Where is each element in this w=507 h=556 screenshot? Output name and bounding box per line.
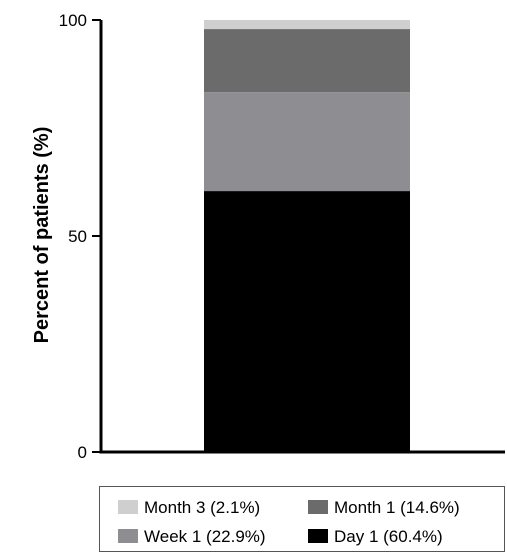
y-tick-label: 50 [68, 227, 87, 246]
legend-item-week-1: Week 1 (22.9%) [118, 527, 266, 547]
legend-swatch [118, 500, 138, 514]
legend-item-month-3: Month 3 (2.1%) [118, 498, 260, 518]
legend: Month 3 (2.1%) Month 1 (14.6%) Week 1 (2… [99, 486, 505, 552]
bar-segment-month-3 [204, 20, 410, 30]
legend-swatch [308, 529, 328, 543]
bar-segment-week-1 [204, 92, 410, 192]
bar-segment-day-1 [204, 191, 410, 452]
stacked-bar-chart: 0 50 100 Percent of patients (%) [31, 11, 505, 462]
legend-label: Week 1 (22.9%) [144, 527, 266, 546]
legend-item-month-1: Month 1 (14.6%) [308, 498, 460, 518]
y-axis-label: Percent of patients (%) [31, 127, 53, 344]
y-axis-ticks: 0 50 100 [59, 11, 101, 462]
legend-label: Day 1 (60.4%) [334, 527, 443, 546]
y-tick-label: 100 [59, 11, 87, 30]
legend-swatch [118, 529, 138, 543]
bar-segments [204, 20, 410, 452]
bar-segment-month-1 [204, 29, 410, 93]
y-tick-label: 0 [78, 443, 87, 462]
legend-label: Month 3 (2.1%) [144, 498, 261, 517]
legend-label: Month 1 (14.6%) [334, 498, 460, 517]
legend-swatch [308, 500, 328, 514]
legend-item-day-1: Day 1 (60.4%) [308, 527, 443, 547]
